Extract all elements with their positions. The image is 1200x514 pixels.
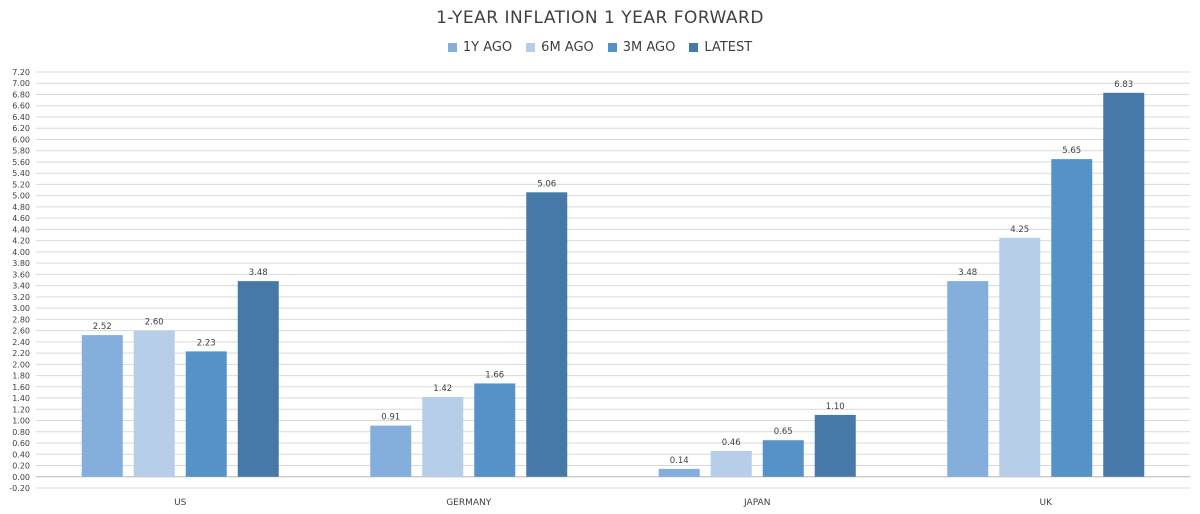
y-tick-label: 0.00	[12, 473, 30, 482]
y-tick-label: 4.20	[12, 237, 30, 246]
data-label: 1.10	[826, 402, 845, 412]
data-label: 2.60	[145, 318, 164, 328]
bar-latest-japan	[814, 414, 856, 477]
data-label: 2.52	[93, 322, 112, 332]
bar-1y-ago-uk	[947, 281, 989, 477]
y-tick-label: 3.80	[12, 259, 30, 268]
y-tick-label: 5.80	[12, 147, 30, 156]
y-tick-label: 5.20	[12, 180, 30, 189]
y-tick-label: 3.20	[12, 293, 30, 302]
legend-swatch-1y-ago	[447, 43, 457, 52]
y-tick-label: 3.60	[12, 270, 30, 279]
legend-item-1y-ago: 1Y AGO	[447, 40, 513, 55]
y-tick-label: 1.40	[12, 394, 30, 403]
x-category-label: JAPAN	[743, 498, 770, 508]
data-label: 1.66	[485, 370, 504, 380]
y-tick-label: 6.00	[12, 135, 30, 144]
y-tick-label: 7.20	[12, 68, 30, 77]
y-tick-label: 1.80	[12, 372, 30, 381]
data-label: 4.25	[1010, 225, 1029, 235]
legend-swatch-6m-ago	[526, 43, 536, 52]
y-tick-label: 3.00	[12, 304, 30, 313]
data-label: 0.91	[381, 413, 400, 423]
y-tick-label: 2.60	[12, 327, 30, 336]
y-tick-label: -0.20	[9, 484, 30, 493]
legend-label-3m-ago: 3M AGO	[622, 40, 676, 55]
bar-latest-germany	[526, 192, 568, 477]
bar-6m-ago-japan	[710, 450, 752, 477]
y-tick-label: 5.60	[12, 158, 30, 167]
y-tick-label: 0.20	[12, 462, 30, 471]
data-label: 3.48	[958, 268, 977, 278]
y-tick-label: 2.40	[12, 338, 30, 347]
y-tick-label: 1.20	[12, 405, 30, 414]
legend-label-6m-ago: 6M AGO	[541, 40, 594, 55]
data-label: 6.83	[1114, 80, 1133, 90]
y-tick-label: 6.20	[12, 124, 30, 133]
data-label: 5.65	[1062, 146, 1081, 156]
y-tick-label: 0.40	[12, 450, 30, 459]
y-tick-label: 5.00	[12, 192, 30, 201]
legend: 1Y AGO 6M AGO 3M AGO LATEST	[0, 40, 1200, 55]
data-label: 1.42	[433, 384, 452, 394]
y-tick-label: 0.80	[12, 428, 30, 437]
y-tick-label: 1.60	[12, 383, 30, 392]
x-category-label: GERMANY	[446, 498, 492, 508]
data-label: 0.46	[722, 438, 741, 448]
chart-title: 1-YEAR INFLATION 1 YEAR FORWARD	[436, 8, 764, 28]
legend-swatch-latest	[689, 43, 699, 52]
legend-label-latest: LATEST	[704, 40, 753, 55]
bar-3m-ago-uk	[1051, 159, 1093, 477]
legend-label-1y-ago: 1Y AGO	[462, 40, 513, 55]
bar-latest-uk	[1103, 92, 1145, 477]
bar-3m-ago-germany	[474, 383, 516, 477]
bar-6m-ago-germany	[422, 396, 464, 477]
x-category-label: US	[174, 498, 187, 508]
x-category-label: UK	[1040, 498, 1054, 508]
y-tick-label: 4.80	[12, 203, 30, 212]
y-tick-label: 1.00	[12, 417, 30, 426]
bar-latest-us	[237, 281, 279, 477]
bar-1y-ago-us	[81, 335, 123, 477]
y-tick-label: 0.60	[12, 439, 30, 448]
y-tick-label: 6.60	[12, 102, 30, 111]
bar-1y-ago-japan	[658, 468, 700, 477]
legend-swatch-3m-ago	[607, 43, 617, 52]
legend-item-6m-ago: 6M AGO	[526, 40, 594, 55]
data-label: 5.06	[537, 179, 556, 189]
data-label: 3.48	[249, 268, 268, 278]
y-tick-label: 2.00	[12, 360, 30, 369]
bar-1y-ago-germany	[370, 425, 412, 477]
data-label: 2.23	[197, 338, 216, 348]
data-label: 0.65	[774, 427, 793, 437]
y-tick-label: 4.60	[12, 214, 30, 223]
y-tick-label: 6.80	[12, 90, 30, 99]
bar-3m-ago-us	[185, 351, 227, 477]
y-tick-label: 2.80	[12, 315, 30, 324]
y-tick-label: 7.00	[12, 79, 30, 88]
data-label: 0.14	[670, 456, 689, 466]
y-tick-label: 2.20	[12, 349, 30, 358]
y-tick-label: 6.40	[12, 113, 30, 122]
legend-item-latest: LATEST	[689, 40, 752, 55]
legend-item-3m-ago: 3M AGO	[607, 40, 676, 55]
y-tick-label: 4.00	[12, 248, 30, 257]
bar-6m-ago-us	[133, 330, 175, 477]
bar-6m-ago-uk	[999, 237, 1041, 477]
bar-3m-ago-japan	[762, 440, 804, 477]
y-tick-label: 5.40	[12, 169, 30, 178]
y-tick-label: 4.40	[12, 225, 30, 234]
y-tick-label: 3.40	[12, 282, 30, 291]
